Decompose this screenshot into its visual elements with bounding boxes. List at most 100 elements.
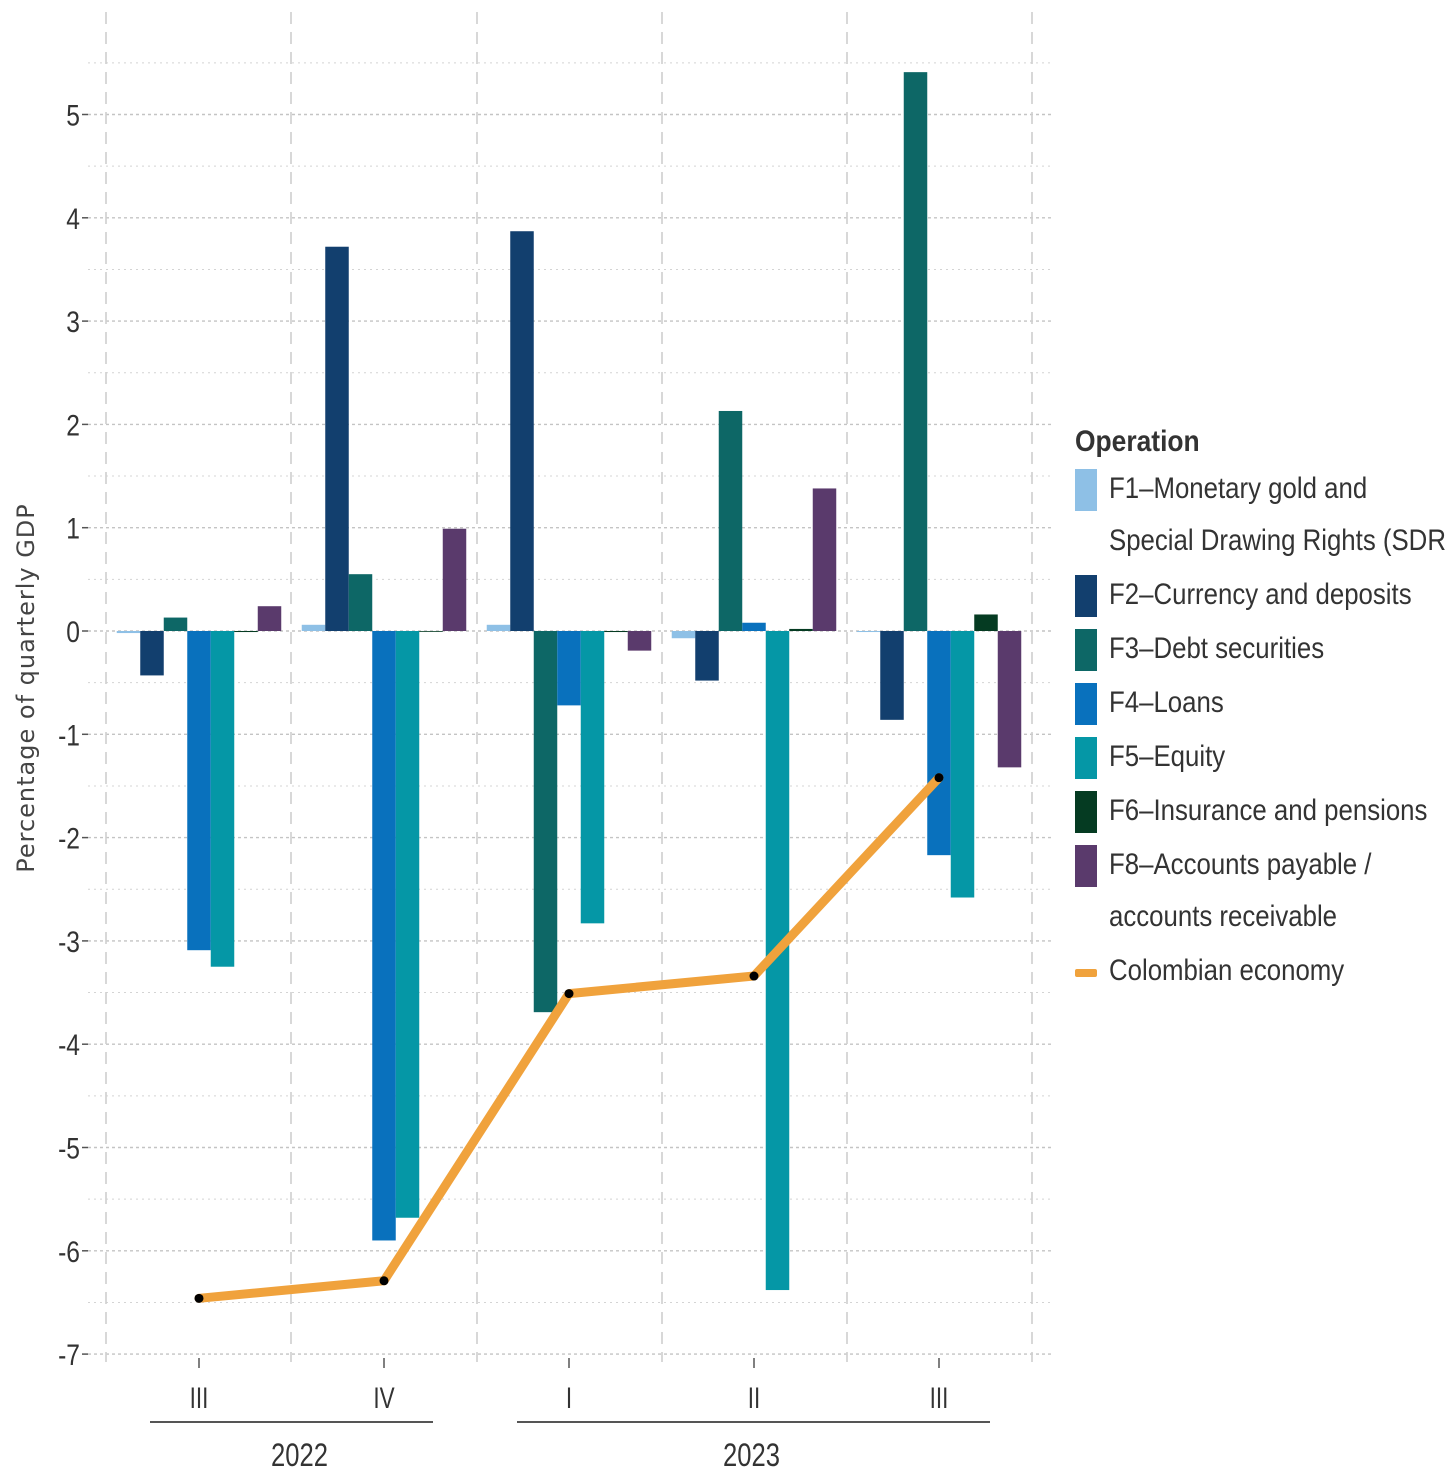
legend-swatch (1075, 575, 1097, 617)
bar-f2-0 (140, 631, 164, 676)
y-tick-label: 4 (66, 201, 80, 235)
legend-label-line: F3–Debt securities (1109, 632, 1325, 665)
y-tick-label: 3 (66, 305, 80, 339)
legend-item: F2–Currency and deposits (1075, 575, 1445, 621)
bar-f1-4 (856, 631, 881, 633)
bars (116, 72, 1022, 1291)
y-tick-label: 1 (66, 511, 80, 545)
bar-f3-3 (718, 410, 743, 631)
x-tick-label: III (190, 1381, 209, 1415)
line-point (749, 971, 759, 981)
legend-label: F2–Currency and deposits (1109, 569, 1412, 621)
bar-f3-4 (903, 72, 928, 632)
bar-f5-3 (765, 631, 790, 1291)
line-point (379, 1276, 389, 1286)
bar-f5-0 (210, 631, 235, 967)
x-tick-label: III (930, 1381, 949, 1415)
y-tick-label: 2 (66, 408, 80, 442)
bar-f3-0 (163, 617, 188, 631)
legend: Operation F1–Monetary gold and Special Dr… (1075, 425, 1445, 1005)
legend-label-line: F8–Accounts payable / (1109, 848, 1372, 881)
year-label: 2022 (271, 1438, 328, 1471)
bar-f8-1 (442, 528, 467, 631)
y-tick-label: -7 (58, 1338, 80, 1372)
legend-item: F1–Monetary gold and Special Drawing Righ… (1075, 469, 1445, 567)
x-tick-label: IV (373, 1381, 395, 1415)
bar-f8-4 (997, 631, 1022, 768)
legend-item: Colombian economy (1075, 951, 1445, 997)
legend-label: F8–Accounts payable / accounts receivable (1109, 839, 1371, 943)
bar-f1-3 (671, 631, 696, 639)
y-tick-label: -6 (58, 1234, 80, 1268)
legend-label: F1–Monetary gold and Special Drawing Righ… (1109, 463, 1445, 567)
legend-label: F6–Insurance and pensions (1109, 785, 1427, 837)
legend-item: F8–Accounts payable / accounts receivable (1075, 845, 1445, 943)
legend-label: F4–Loans (1109, 677, 1224, 729)
bar-f8-3 (812, 488, 837, 631)
bar-f3-1 (348, 574, 373, 631)
legend-swatch (1075, 845, 1097, 887)
y-tick-label: -1 (58, 718, 80, 752)
y-tick-label: 0 (66, 615, 80, 649)
bar-f8-2 (627, 631, 652, 651)
bar-f4-4 (927, 631, 951, 856)
legend-swatch (1075, 791, 1097, 833)
line-colombian-economy (194, 773, 944, 1303)
bar-f2-4 (880, 631, 904, 720)
year-label: 2023 (723, 1438, 780, 1471)
bar-f6-4 (974, 614, 998, 631)
legend-swatch (1075, 629, 1097, 671)
x-tick-label: II (748, 1381, 761, 1415)
legend-label-line: Special Drawing Rights (SDRs) (1109, 524, 1445, 557)
bar-f3-2 (533, 631, 558, 1013)
y-tick-label: -4 (58, 1028, 80, 1062)
legend-label: F5–Equity (1109, 731, 1225, 783)
bar-f4-0 (187, 631, 211, 951)
bar-f1-2 (486, 624, 511, 631)
y-tick-label: 5 (66, 98, 80, 132)
legend-swatch (1075, 737, 1097, 779)
line-point (934, 773, 944, 783)
bar-f1-0 (116, 631, 141, 634)
legend-label-line: F4–Loans (1109, 686, 1224, 719)
bar-f5-2 (580, 631, 605, 924)
bar-f1-1 (301, 624, 326, 631)
y-tick-label: -3 (58, 925, 80, 959)
bar-f2-1 (325, 246, 349, 631)
bar-f2-3 (695, 631, 719, 681)
legend-items: F1–Monetary gold and Special Drawing Righ… (1075, 469, 1445, 997)
line-point (564, 989, 574, 999)
legend-label-line: F1–Monetary gold and (1109, 472, 1368, 505)
legend-label-line: F5–Equity (1109, 740, 1226, 773)
legend-label-line: Colombian economy (1109, 954, 1345, 987)
bar-f4-2 (557, 631, 581, 706)
legend-label-line: F6–Insurance and pensions (1109, 794, 1428, 827)
bar-f8-0 (257, 606, 282, 631)
bar-f4-3 (742, 622, 766, 631)
legend-swatch (1075, 683, 1097, 725)
y-axis: -7 -6 -5 -4 -3 -2 -1 0 1 2 3 4 5 (58, 98, 88, 1372)
bar-f5-4 (950, 631, 975, 898)
x-tick-label: I (566, 1381, 572, 1415)
bar-f5-1 (395, 631, 420, 1218)
legend-swatch (1075, 469, 1097, 511)
legend-label: F3–Debt securities (1109, 623, 1324, 675)
y-tick-label: -2 (58, 821, 80, 855)
bar-f6-1 (419, 631, 443, 632)
legend-item: F5–Equity (1075, 737, 1445, 783)
legend-title: Operation (1075, 425, 1200, 458)
bar-f4-1 (372, 631, 396, 1241)
bar-f2-2 (510, 231, 534, 631)
legend-label-line: accounts receivable (1109, 900, 1338, 933)
bar-f6-3 (789, 628, 813, 631)
line-point (194, 1293, 204, 1303)
legend-label-line: F2–Currency and deposits (1109, 578, 1412, 611)
legend-item: F6–Insurance and pensions (1075, 791, 1445, 837)
y-tick-label: -5 (58, 1131, 80, 1165)
line-series (194, 773, 944, 1303)
legend-label: Colombian economy (1109, 945, 1344, 997)
legend-item: F3–Debt securities (1075, 629, 1445, 675)
bar-f6-0 (234, 631, 258, 633)
